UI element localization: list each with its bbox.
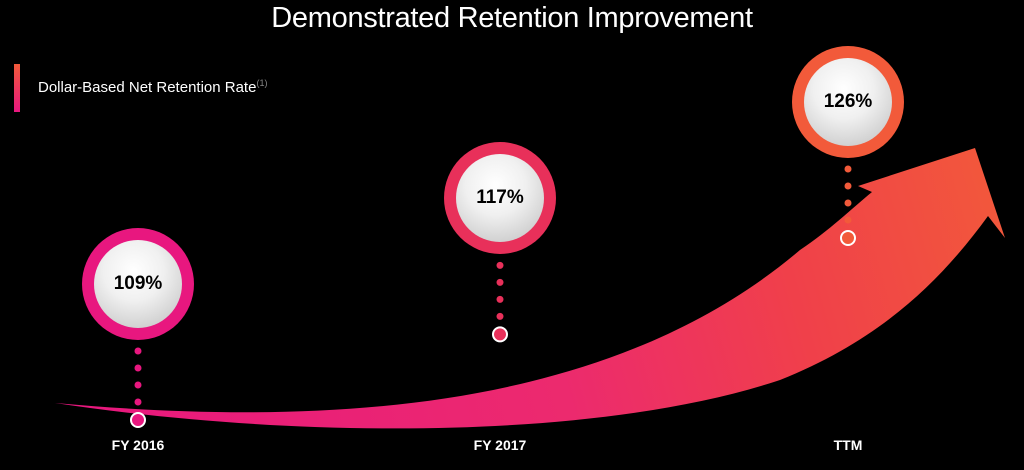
value-bubble-3: 126% [792,46,904,158]
connector-dot [496,261,504,269]
connector-dot [496,312,504,320]
x-tick-label-3: TTM [833,437,863,453]
connector-dot [844,182,852,190]
value-bubble-1: 109% [82,228,194,340]
data-label-2: 117% [456,154,544,243]
x-tick-label-2: FY 2017 [473,437,527,453]
page-title: Demonstrated Retention Improvement [271,2,753,34]
connector-dot [496,278,504,286]
connector-dot [134,381,142,389]
connector-dot [134,364,142,372]
connector-dot [496,295,504,303]
connector-dot [844,165,852,173]
data-point-1 [130,412,146,428]
connector-dot [134,347,142,355]
legend-label-text: Dollar-Based Net Retention Rate [38,79,257,96]
x-tick-label-1: FY 2016 [111,437,165,453]
legend-color-bar [14,64,20,112]
data-point-3 [840,230,856,246]
connector-dot [844,199,852,207]
connector-dot [134,398,142,406]
connector-dot [844,216,852,224]
growth-arrow [55,148,1005,429]
value-bubble-2: 117% [444,142,556,255]
legend-footnote: (1) [256,78,268,88]
legend-label: Dollar-Based Net Retention Rate(1) [38,78,267,96]
data-label-1: 109% [94,240,182,328]
data-label-3: 126% [804,58,892,146]
data-point-2 [492,326,508,343]
